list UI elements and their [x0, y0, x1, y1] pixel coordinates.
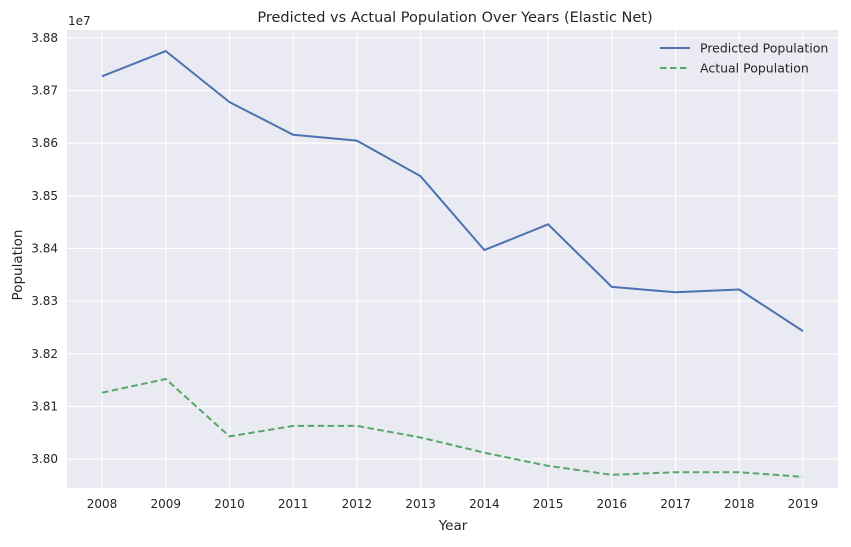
x-tick-label: 2017: [660, 497, 691, 511]
x-tick-label: 2011: [278, 497, 309, 511]
series-line-actual: [101, 378, 804, 478]
x-tick-label: 2016: [597, 497, 628, 511]
grid-lines: [67, 30, 838, 488]
plot-area: [67, 30, 838, 488]
x-tick-label: 2009: [150, 497, 181, 511]
y-tick-label: 3.84: [31, 241, 58, 255]
y-tick-label: 3.83: [31, 294, 58, 308]
y-tick-label: 3.86: [31, 136, 58, 150]
y-tick-label: 3.81: [31, 399, 58, 413]
x-tick-label: 2014: [469, 497, 500, 511]
chart-title: Predicted vs Actual Population Over Year…: [257, 10, 652, 26]
x-tick-label: 2018: [724, 497, 755, 511]
x-tick-label: 2008: [87, 497, 118, 511]
x-tick-label: 2012: [342, 497, 373, 511]
series-line-predicted: [101, 50, 804, 332]
y-tick-label: 3.80: [31, 452, 58, 466]
legend-label: Actual Population: [700, 61, 809, 76]
series-group: [101, 50, 804, 478]
legend-label: Predicted Population: [700, 41, 828, 56]
legend: Predicted Population Actual Population: [660, 41, 828, 76]
x-axis-label: Year: [438, 518, 468, 534]
y-tick-label: 3.85: [31, 189, 58, 203]
x-tick-label: 2010: [214, 497, 245, 511]
y-axis-ticks: 3.80 3.81 3.82 3.83 3.84 3.85 3.86 3.87 3.88: [31, 31, 58, 466]
y-axis-label: Population: [10, 230, 26, 301]
y-offset-label: 1e7: [68, 14, 91, 28]
x-axis-ticks: 2008 2009 2010 2011 2012 2013 2014 2015 2016 2017…: [87, 497, 818, 511]
y-tick-label: 3.88: [31, 31, 58, 45]
x-tick-label: 2019: [788, 497, 819, 511]
y-tick-label: 3.87: [31, 84, 58, 98]
y-tick-label: 3.82: [31, 347, 58, 361]
x-tick-label: 2013: [405, 497, 436, 511]
x-tick-label: 2015: [533, 497, 564, 511]
